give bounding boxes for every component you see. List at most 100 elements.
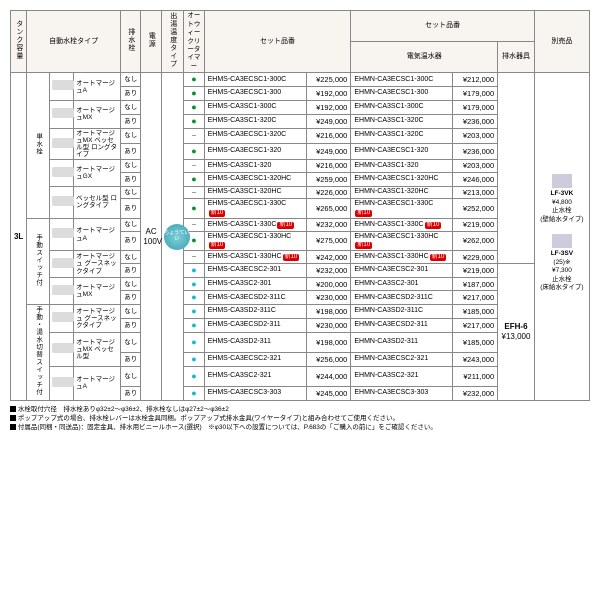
cell-price-2: ¥187,000	[453, 277, 498, 291]
cell-timer: ●	[184, 143, 204, 160]
faucet-icon	[49, 73, 73, 101]
cell-set-code-1: EHMS-CA3SD2-311	[204, 332, 306, 352]
cell-drain: あり	[121, 263, 141, 277]
faucet-icon	[49, 251, 73, 277]
cell-price-1: ¥245,000	[306, 387, 351, 401]
cell-price-1: ¥244,000	[306, 366, 351, 386]
cell-drain-equip: EFH-6¥13,000	[498, 263, 535, 400]
faucet-icon	[49, 160, 73, 186]
cell-set-code-2: EHMN-CA3SD2-311C	[351, 305, 453, 319]
th-drain: 排水栓	[121, 11, 141, 73]
cell-timer: −	[184, 160, 204, 173]
cell-price-2: ¥185,000	[453, 305, 498, 319]
cell-set-code-2: EHMN-CA3ECSC2-301	[351, 263, 453, 277]
cell-timer: ●	[184, 305, 204, 319]
cell-price-1: ¥216,000	[306, 160, 351, 173]
cell-price-2: ¥236,000	[453, 114, 498, 128]
cell-price-1: ¥225,000	[306, 73, 351, 87]
cell-timer: ●	[184, 172, 204, 186]
cell-set-code-1: EHMS-CA3SC1-320	[204, 160, 306, 173]
cell-price-1: ¥198,000	[306, 332, 351, 352]
cell-drain: あり	[121, 199, 141, 219]
cell-drain: なし	[121, 160, 141, 173]
cell-price-1: ¥226,000	[306, 186, 351, 199]
cell-set-code-2: EHMN-CA3SC1-330HC新10	[351, 251, 453, 264]
cell-set-code-1: EHMS-CA3SC1-330HC新10	[204, 251, 306, 264]
cell-price-1: ¥200,000	[306, 277, 351, 291]
cell-price-2: ¥179,000	[453, 100, 498, 114]
cell-faucet-name: ベッセル型 ロングタイプ	[74, 186, 121, 218]
cell-set-code-1: EHMS-CA3ECSC1-300	[204, 87, 306, 101]
cell-set-code-2: EHMN-CA3SC1-300C	[351, 100, 453, 114]
cell-price-1: ¥230,000	[306, 291, 351, 305]
cell-set-code-2: EHMN-CA3SC1-320C	[351, 128, 453, 143]
cell-timer: ●	[184, 263, 204, 277]
cell-set-code-2: EHMN-CA3ECSC1-300	[351, 87, 453, 101]
cell-price-2: ¥203,000	[453, 128, 498, 143]
cell-drain: なし	[121, 366, 141, 386]
cell-set-code-1: EHMS-CA3ECSC1-330HC新10	[204, 231, 306, 251]
cell-set-code-2: EHMN-CA3ECSC2-321	[351, 353, 453, 367]
th-power: 電源	[141, 11, 161, 73]
cell-price-1: ¥249,000	[306, 143, 351, 160]
cell-price-2: ¥243,000	[453, 353, 498, 367]
cell-power: AC 100V	[141, 73, 161, 400]
faucet-icon	[49, 332, 73, 366]
th-timer: オートウィークリータイマー	[184, 11, 204, 73]
cell-set-code-1: EHMS-CA3ECSC3-303	[204, 387, 306, 401]
th-set-no-right: セット品番	[351, 11, 534, 42]
cell-drain: なし	[121, 251, 141, 264]
note-1: 水栓取付穴径 排水栓ありφ32±2〜φ36±2、排水栓なしはφ27±2〜φ36±…	[18, 406, 229, 413]
th-set-no: セット品番	[204, 11, 351, 73]
cell-price-2: ¥213,000	[453, 186, 498, 199]
cell-set-code-1: EHMS-CA3SC1-330C新10	[204, 218, 306, 231]
cell-set-code-1: EHMS-CA3SD2-311C	[204, 305, 306, 319]
cell-price-2: ¥232,000	[453, 387, 498, 401]
cell-drain: あり	[121, 319, 141, 333]
cell-set-code-1: EHMS-CA3ECSC1-300C	[204, 73, 306, 87]
faucet-icon	[49, 366, 73, 400]
cell-price-2: ¥217,000	[453, 291, 498, 305]
faucet-icon	[49, 218, 73, 250]
cell-price-2: ¥219,000	[453, 263, 498, 277]
cell-faucet-name: オートマージュ グースネックタイプ	[74, 251, 121, 277]
cell-drain: あり	[121, 231, 141, 251]
faucet-icon	[49, 277, 73, 305]
cell-price-1: ¥275,000	[306, 231, 351, 251]
main-table: タンク容量 自動水栓タイプ 排水栓 電源 出湯温度タイプ オートウィークリータイ…	[10, 10, 590, 401]
cell-price-1: ¥249,000	[306, 114, 351, 128]
cell-drain: あり	[121, 291, 141, 305]
th-drain-equip: 排水器具	[498, 42, 535, 73]
th-heater: 電気温水器	[351, 42, 498, 73]
table-body: 3L単水栓オートマージュAなしAC 100Vちょう℃いい●EHMS-CA3ECS…	[11, 73, 590, 400]
cell-set-code-1: EHMS-CA3ECSC1-320C	[204, 128, 306, 143]
cell-faucet-category: 手動スイッチ付	[27, 218, 49, 304]
cell-drain: なし	[121, 73, 141, 87]
cell-price-2: ¥211,000	[453, 366, 498, 386]
cell-faucet-name: オートマージュA	[74, 73, 121, 101]
cell-price-2: ¥236,000	[453, 143, 498, 160]
cell-timer: ●	[184, 366, 204, 386]
cell-set-code-2: EHMN-CA3ECSC1-320HC	[351, 172, 453, 186]
cell-timer: ●	[184, 114, 204, 128]
cell-set-code-1: EHMS-CA3ECSC1-320HC	[204, 172, 306, 186]
cell-set-code-2: EHMN-CA3ECSC3-303	[351, 387, 453, 401]
cell-drain: なし	[121, 305, 141, 319]
cell-set-code-1: EHMS-CA3SC1-320HC	[204, 186, 306, 199]
cell-faucet-name: オートマージュA	[74, 218, 121, 250]
cell-set-code-2: EHMN-CA3ECSD2-311C	[351, 291, 453, 305]
cell-price-1: ¥192,000	[306, 100, 351, 114]
faucet-icon	[49, 100, 73, 128]
cell-set-code-2: EHMN-CA3SD2-311	[351, 332, 453, 352]
cell-drain: あり	[121, 87, 141, 101]
cell-price-1: ¥192,000	[306, 87, 351, 101]
cell-set-code-1: EHMS-CA3SC2-321	[204, 366, 306, 386]
cell-faucet-category: 手動・湯水切替スイッチ付	[27, 305, 49, 401]
cell-timer: ●	[184, 277, 204, 291]
th-faucet-type: 自動水栓タイプ	[27, 11, 121, 73]
cell-set-code-1: EHMS-CA3ECSD2-311	[204, 319, 306, 333]
cell-timer: ●	[184, 100, 204, 114]
cell-price-1: ¥198,000	[306, 305, 351, 319]
cell-set-code-2: EHMN-CA3ECSC1-330HC新10	[351, 231, 453, 251]
cell-set-code-2: EHMN-CA3SC2-321	[351, 366, 453, 386]
